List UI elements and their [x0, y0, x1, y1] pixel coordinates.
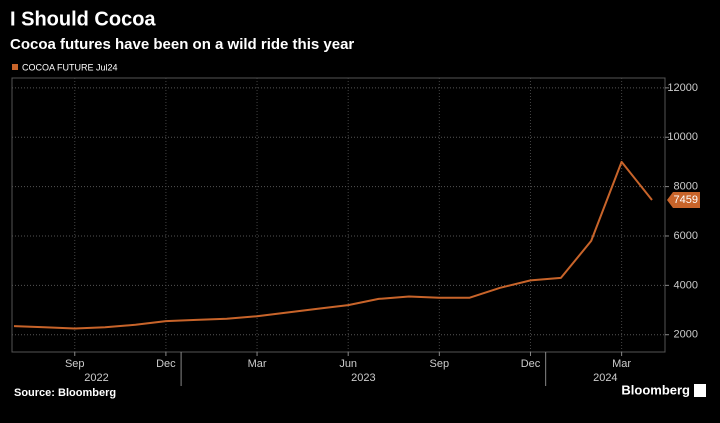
year-label: 2024: [593, 372, 617, 384]
year-label: 2022: [84, 372, 108, 384]
x-tick-label: Sep: [430, 358, 450, 370]
y-tick-label: 6000: [674, 230, 698, 242]
x-tick-label: Dec: [156, 358, 176, 370]
legend-swatch: [12, 64, 18, 70]
last-value-label: 7459: [674, 194, 698, 206]
plot-frame: [11, 77, 666, 353]
y-tick-label: 10000: [667, 131, 698, 143]
y-tick-label: 4000: [674, 279, 698, 291]
source: Source: Bloomberg: [14, 387, 116, 399]
y-tick-label: 12000: [667, 82, 698, 94]
x-tick-label: Mar: [612, 358, 631, 370]
y-tick-label: 2000: [674, 329, 698, 341]
x-tick-label: Sep: [65, 358, 85, 370]
chart-title: I Should Cocoa: [10, 8, 156, 30]
y-tick-label: 8000: [674, 181, 698, 193]
line: [13, 160, 653, 330]
brand: Bloomberg: [621, 382, 690, 397]
chart-subtitle: Cocoa futures have been on a wild ride t…: [10, 36, 354, 53]
x-tick-label: Jun: [339, 358, 357, 370]
x-tick-label: Dec: [521, 358, 541, 370]
year-label: 2023: [351, 372, 375, 384]
legend-label: COCOA FUTURE Jul24: [22, 62, 118, 72]
x-tick-label: Mar: [248, 358, 267, 370]
brand-icon: [694, 384, 706, 397]
last-value-box: [667, 191, 700, 208]
